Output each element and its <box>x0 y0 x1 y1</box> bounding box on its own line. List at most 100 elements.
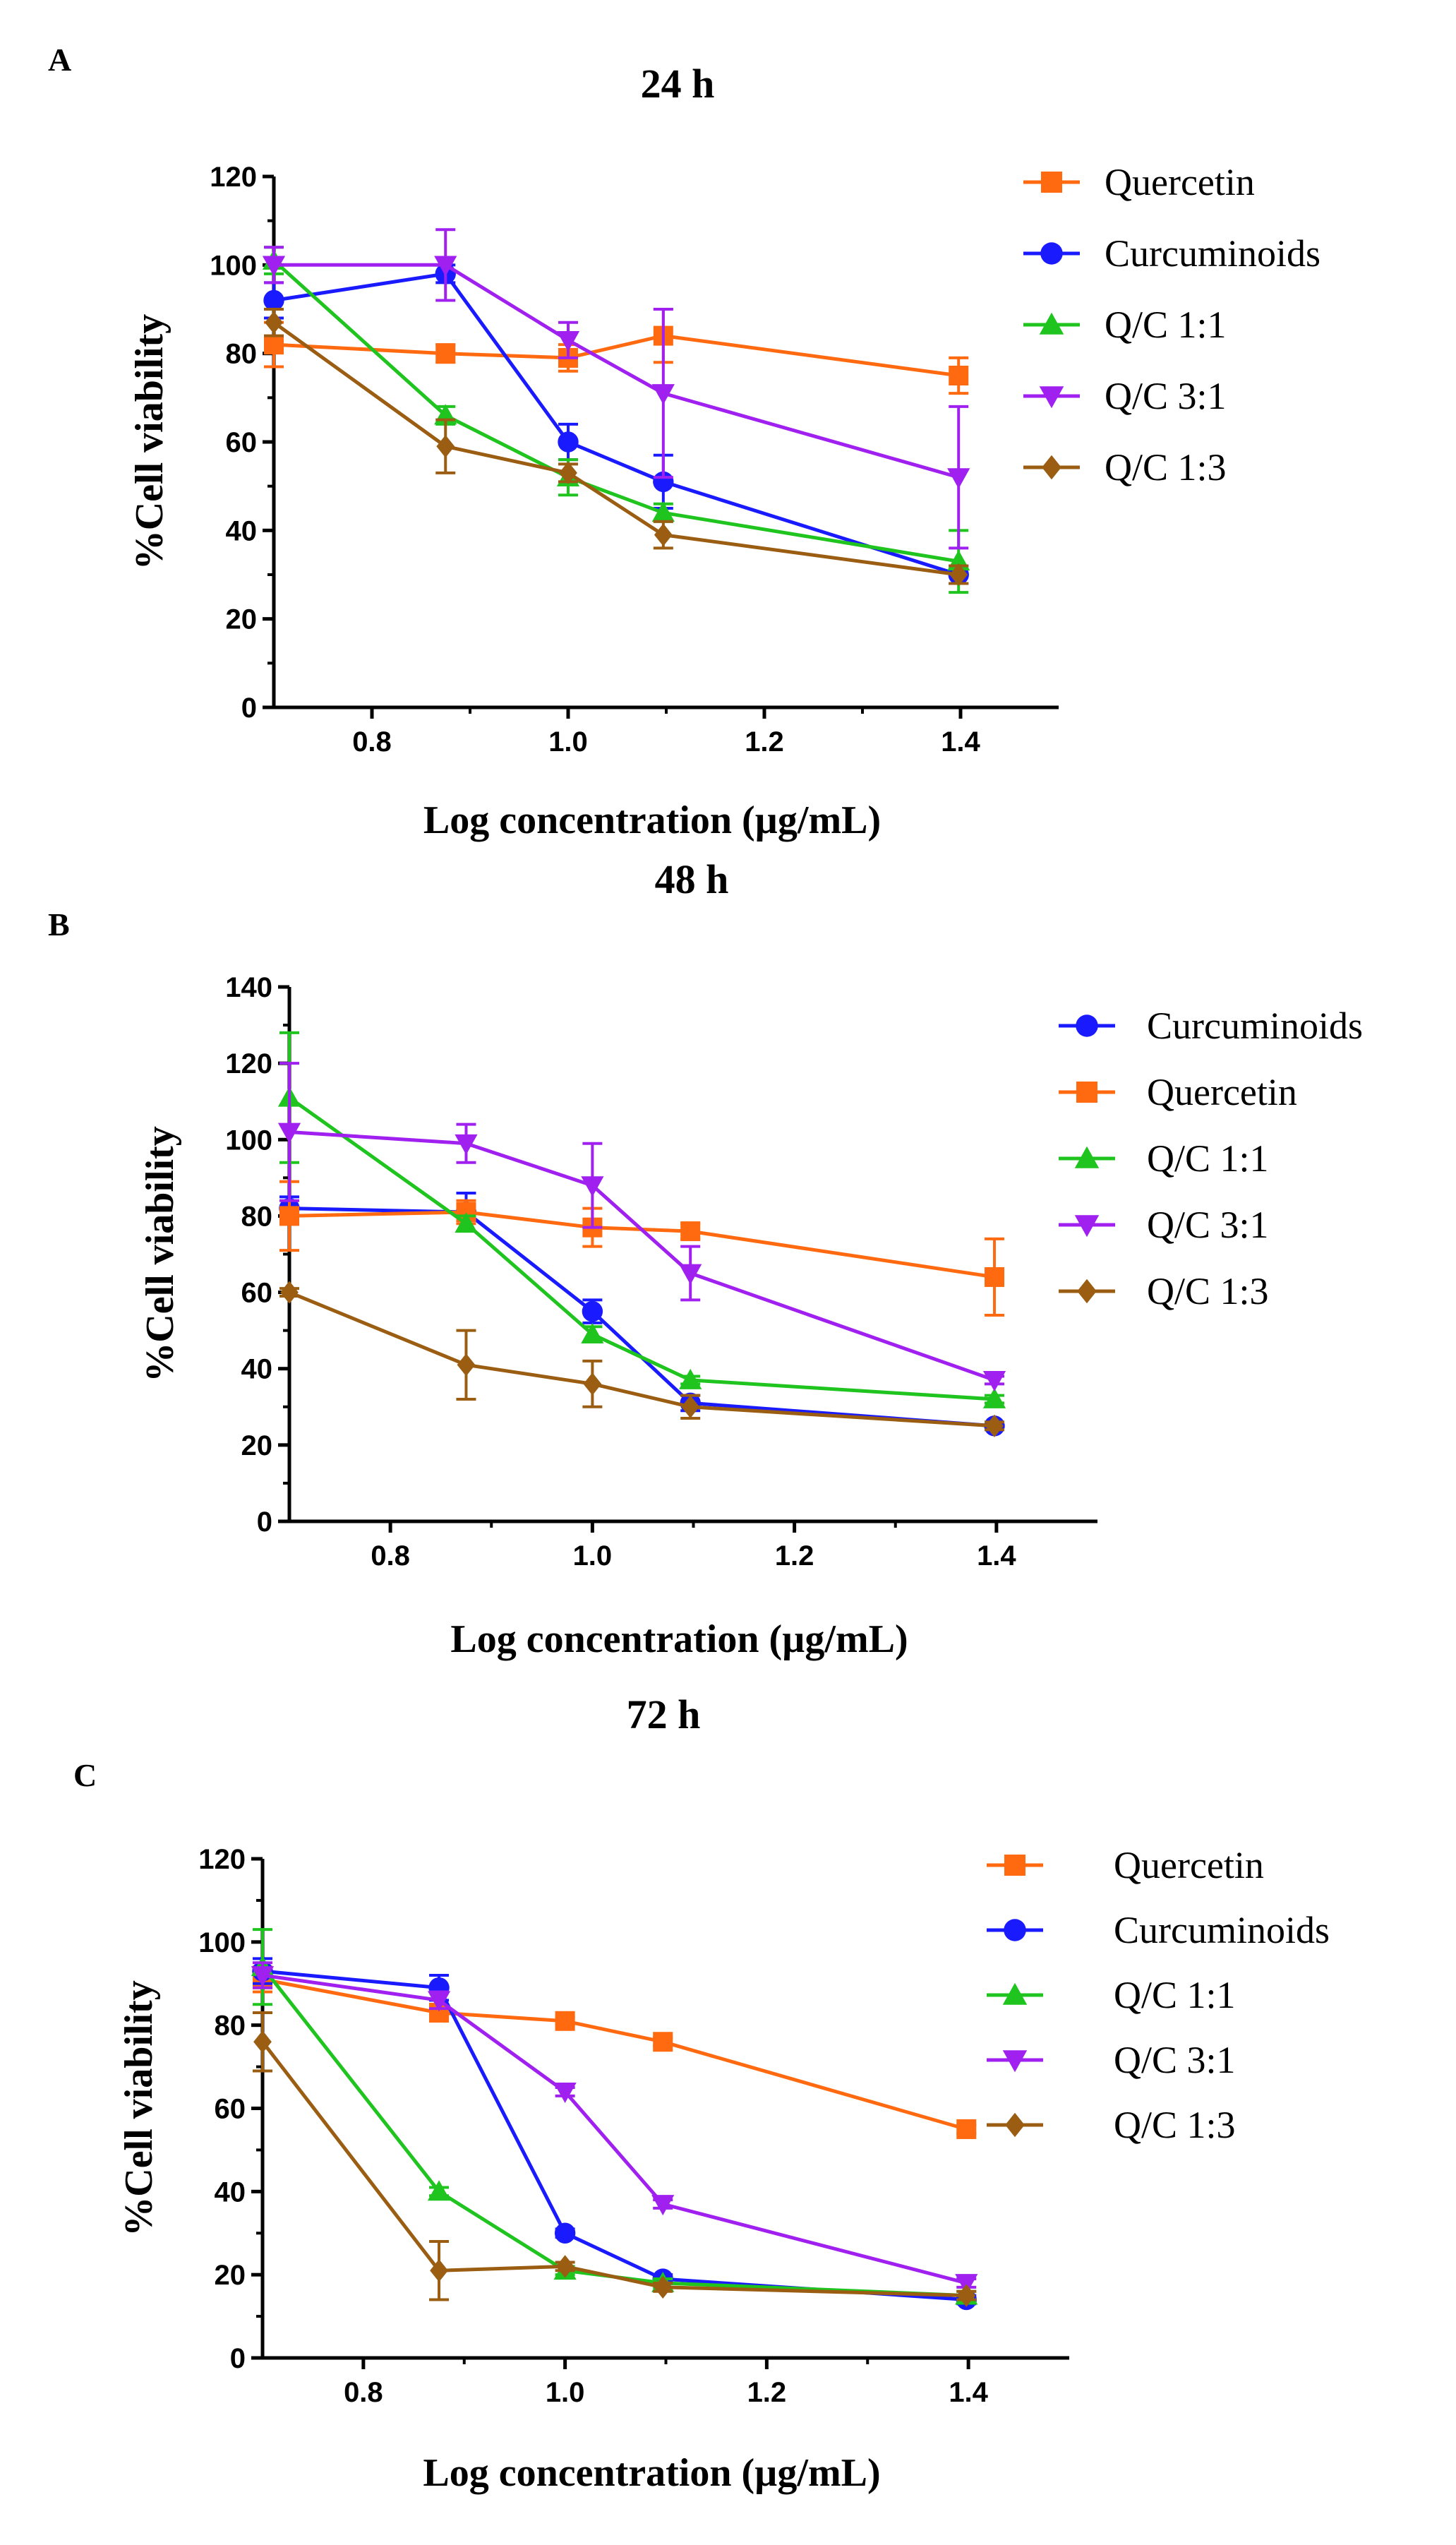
y-tick-label-c-4: 80 <box>215 2011 246 2042</box>
point-b-q-c-1-1-3 <box>679 1368 702 1389</box>
legend-label-a-q-c-1-1: Q/C 1:1 <box>1105 304 1227 346</box>
series-line-b-q-c-3-1 <box>289 1130 995 1382</box>
series-a-quercetin <box>264 308 969 395</box>
point-a-q-c-3-1-1 <box>434 256 457 277</box>
point-b-quercetin-0 <box>279 1206 299 1226</box>
point-c-q-c-3-1-3 <box>651 2195 675 2216</box>
legend-label-b-curcuminoids: Curcuminoids <box>1147 1005 1363 1047</box>
legend-marker-a-q-c-1-3 <box>1042 455 1061 480</box>
y-tick-label-b-3: 60 <box>241 1278 273 1309</box>
panel-letter-c: C <box>73 1757 97 1793</box>
legend-label-a-q-c-3-1: Q/C 3:1 <box>1105 375 1227 417</box>
y-tick-label-a-6: 120 <box>210 162 257 193</box>
legend-marker-c-curcuminoids <box>1004 1919 1026 1941</box>
legend-label-c-curcuminoids: Curcuminoids <box>1114 1909 1330 1951</box>
legend-label-c-quercetin: Quercetin <box>1114 1844 1264 1886</box>
panel-b: B 48 h 0 20 40 60 80 100 120 140 0.8 1.0 1.2 1.4 Log c… <box>48 856 1363 1661</box>
legend-label-a-q-c-1-3: Q/C 1:3 <box>1105 446 1227 489</box>
point-a-curcuminoids-2 <box>558 431 579 453</box>
point-a-q-c-1-3-0 <box>265 311 283 334</box>
point-a-q-c-3-1-4 <box>947 468 970 489</box>
point-a-q-c-1-1-3 <box>651 501 675 522</box>
x-tick-label-a-1: 1.0 <box>548 726 588 757</box>
x-tick-label-c-1: 1.0 <box>546 2377 585 2408</box>
series-a-q-c-1-1 <box>262 246 970 594</box>
series-line-a-curcuminoids <box>273 272 959 577</box>
point-a-q-c-3-1-3 <box>651 384 675 405</box>
legend-a: Quercetin Curcuminoids Q/C 1:1 Q/C 3:1 Q/C 1… <box>1023 161 1320 489</box>
legend-label-b-q-c-1-3: Q/C 1:3 <box>1147 1270 1269 1312</box>
y-tick-label-a-2: 40 <box>226 515 258 546</box>
y-tick-label-a-1: 20 <box>226 604 258 635</box>
legend-label-a-curcuminoids: Curcuminoids <box>1105 232 1320 275</box>
point-c-q-c-1-1-1 <box>427 2180 451 2201</box>
series-c-q-c-3-1 <box>251 1961 978 2295</box>
y-tick-label-a-4: 80 <box>226 339 258 370</box>
point-a-q-c-1-3-4 <box>949 563 968 587</box>
x-tick-label-b-3: 1.4 <box>977 1540 1016 1571</box>
series-line-a-quercetin <box>273 334 959 378</box>
legend-marker-c-quercetin <box>1004 1855 1025 1876</box>
panel-letter-b: B <box>48 906 70 942</box>
point-b-q-c-3-1-3 <box>679 1264 702 1285</box>
panel-c: C 72 h 0 20 40 60 80 100 120 0.8 1.0 1.2 1.4 Log conc… <box>73 1691 1330 2495</box>
point-b-q-c-1-1-1 <box>455 1212 478 1233</box>
y-tick-label-b-0: 0 <box>257 1507 272 1538</box>
point-c-q-c-3-1-0 <box>251 1966 275 1987</box>
series-line-b-q-c-1-1 <box>288 1096 995 1401</box>
series-line-a-q-c-1-1 <box>272 259 959 563</box>
y-tick-label-c-2: 40 <box>215 2176 246 2208</box>
point-b-q-c-1-3-1 <box>457 1353 476 1377</box>
y-tick-label-b-5: 100 <box>225 1125 272 1156</box>
y-tick-label-c-0: 0 <box>230 2343 246 2374</box>
y-tick-label-b-4: 80 <box>241 1201 273 1232</box>
chart-title-b: 48 h <box>655 856 729 902</box>
y-tick-label-c-3: 60 <box>215 2094 246 2125</box>
legend-label-b-quercetin: Quercetin <box>1147 1071 1297 1113</box>
y-tick-label-a-0: 0 <box>241 693 257 724</box>
point-c-q-c-1-3-3 <box>654 2275 673 2299</box>
point-b-q-c-3-1-2 <box>581 1176 604 1197</box>
chart-title-c: 72 h <box>627 1691 701 1737</box>
point-c-q-c-3-1-1 <box>427 1991 451 2012</box>
series-c-quercetin <box>253 1965 977 2139</box>
y-axis-label-b: %Cell viability <box>138 1126 182 1382</box>
x-axis-label-c: Log concentration (µg/mL) <box>423 2451 880 2495</box>
x-tick-label-c-2: 1.2 <box>747 2377 787 2408</box>
y-tick-label-c-5: 100 <box>198 1927 246 1958</box>
point-b-q-c-3-1-0 <box>277 1122 301 1144</box>
point-b-q-c-1-3-2 <box>583 1372 602 1396</box>
y-axis-label-a: %Cell viability <box>128 314 172 570</box>
point-a-quercetin-0 <box>264 335 284 355</box>
legend-marker-a-curcuminoids <box>1040 242 1063 265</box>
point-a-q-c-1-3-2 <box>559 461 577 484</box>
y-tick-label-b-7: 140 <box>225 972 272 1003</box>
series-line-a-q-c-3-1 <box>274 263 959 479</box>
y-axis-label-c: %Cell viability <box>117 1980 161 2236</box>
legend-label-c-q-c-1-3: Q/C 1:3 <box>1114 2104 1236 2146</box>
panel-letter-a: A <box>48 42 71 78</box>
y-tick-label-a-5: 100 <box>210 250 257 281</box>
series-line-c-curcuminoids <box>262 1969 967 2301</box>
point-c-q-c-1-3-4 <box>957 2284 976 2307</box>
point-a-quercetin-4 <box>949 366 969 385</box>
legend-marker-a-q-c-1-1 <box>1039 312 1064 335</box>
series-b-q-c-1-3 <box>279 1281 1005 1437</box>
x-tick-label-c-3: 1.4 <box>949 2377 988 2408</box>
point-b-q-c-1-3-0 <box>280 1281 299 1304</box>
x-tick-label-a-3: 1.4 <box>941 726 980 757</box>
point-a-quercetin-1 <box>435 343 456 364</box>
legend-marker-b-curcuminoids <box>1076 1014 1098 1037</box>
x-axis-label-b: Log concentration (µg/mL) <box>450 1617 908 1661</box>
series-c-q-c-1-1 <box>251 1928 978 2305</box>
point-c-q-c-3-1-2 <box>553 2083 577 2104</box>
point-b-q-c-3-1-1 <box>455 1134 478 1155</box>
point-c-quercetin-2 <box>555 2011 575 2031</box>
point-b-q-c-1-1-2 <box>581 1322 604 1343</box>
point-c-curcuminoids-2 <box>554 2222 576 2244</box>
point-b-q-c-1-3-3 <box>681 1395 700 1418</box>
point-b-curcuminoids-2 <box>582 1300 603 1322</box>
point-b-q-c-1-1-4 <box>982 1387 1006 1408</box>
point-b-q-c-3-1-4 <box>982 1371 1006 1392</box>
